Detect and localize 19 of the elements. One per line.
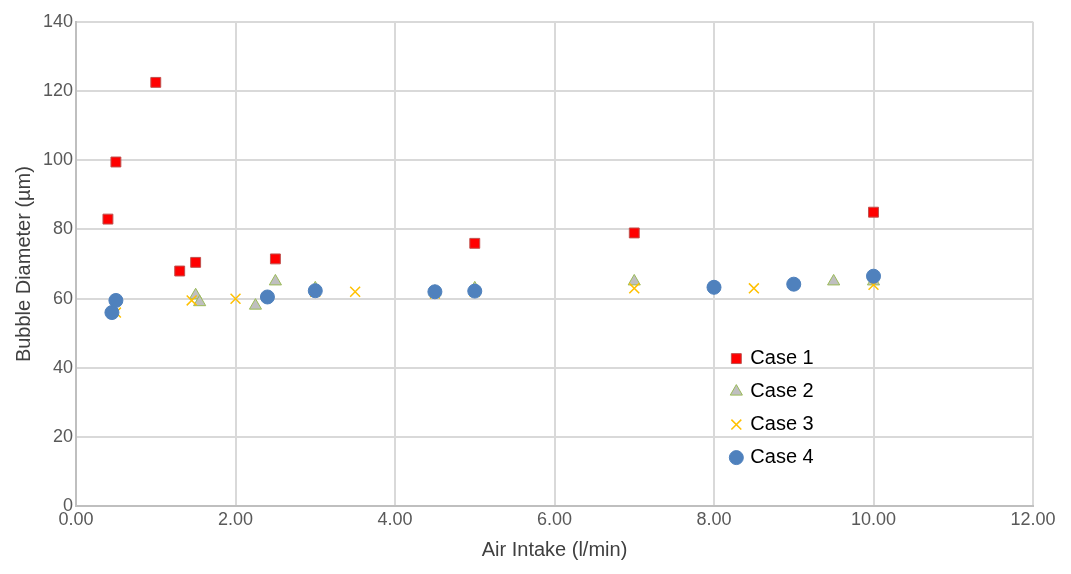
y-tick-label: 140 <box>42 10 74 31</box>
legend-label: Case 3 <box>750 412 814 435</box>
x-tick-label: 8.00 <box>696 509 732 530</box>
legend-label: Case 4 <box>750 445 814 468</box>
y-tick-label: 40 <box>53 356 74 377</box>
legend-label: Case 2 <box>750 379 814 402</box>
x-tick-label: 6.00 <box>536 509 573 530</box>
x-axis-title: Air Intake (l/min) <box>481 537 628 560</box>
legend-label: Case 1 <box>750 346 814 369</box>
x-tick-label: 10.00 <box>850 509 897 530</box>
y-axis-title: Bubble Diameter (µm) <box>11 166 34 363</box>
y-tick-label: 80 <box>53 218 74 239</box>
x-tick-label: 4.00 <box>377 509 413 530</box>
y-tick-label: 20 <box>53 426 74 447</box>
y-tick-label: 60 <box>53 287 74 308</box>
y-tick-label: 100 <box>42 149 74 170</box>
x-tick-label: 2.00 <box>218 509 254 530</box>
y-tick-label: 120 <box>42 80 74 100</box>
x-tick-label: 12.00 <box>1010 509 1056 530</box>
